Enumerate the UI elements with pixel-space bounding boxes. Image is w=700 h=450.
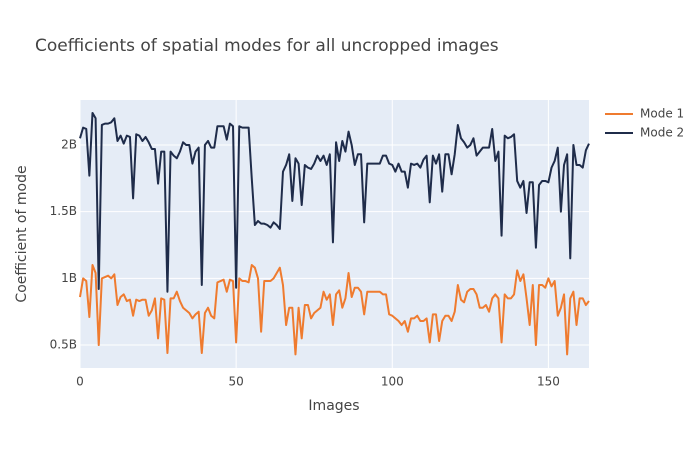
legend-label: Mode 2 — [640, 126, 684, 140]
x-tick-label: 50 — [228, 375, 243, 389]
x-tick-label: 150 — [537, 375, 560, 389]
data-line — [79, 264, 590, 356]
y-axis-title: Coefficient of mode — [14, 165, 30, 302]
legend-label: Mode 1 — [640, 107, 684, 121]
data-line — [79, 111, 590, 293]
x-tick-label: 100 — [381, 375, 404, 389]
x-tick-label: 0 — [76, 375, 84, 389]
y-tick-label: 2B — [61, 137, 77, 151]
chart-title: Coefficients of spatial modes for all un… — [35, 36, 499, 56]
x-axis-title: Images — [308, 398, 359, 414]
y-tick-label: 0.5B — [50, 338, 77, 352]
y-tick-label: 1.5B — [50, 204, 77, 218]
y-tick-label: 1B — [61, 271, 77, 285]
